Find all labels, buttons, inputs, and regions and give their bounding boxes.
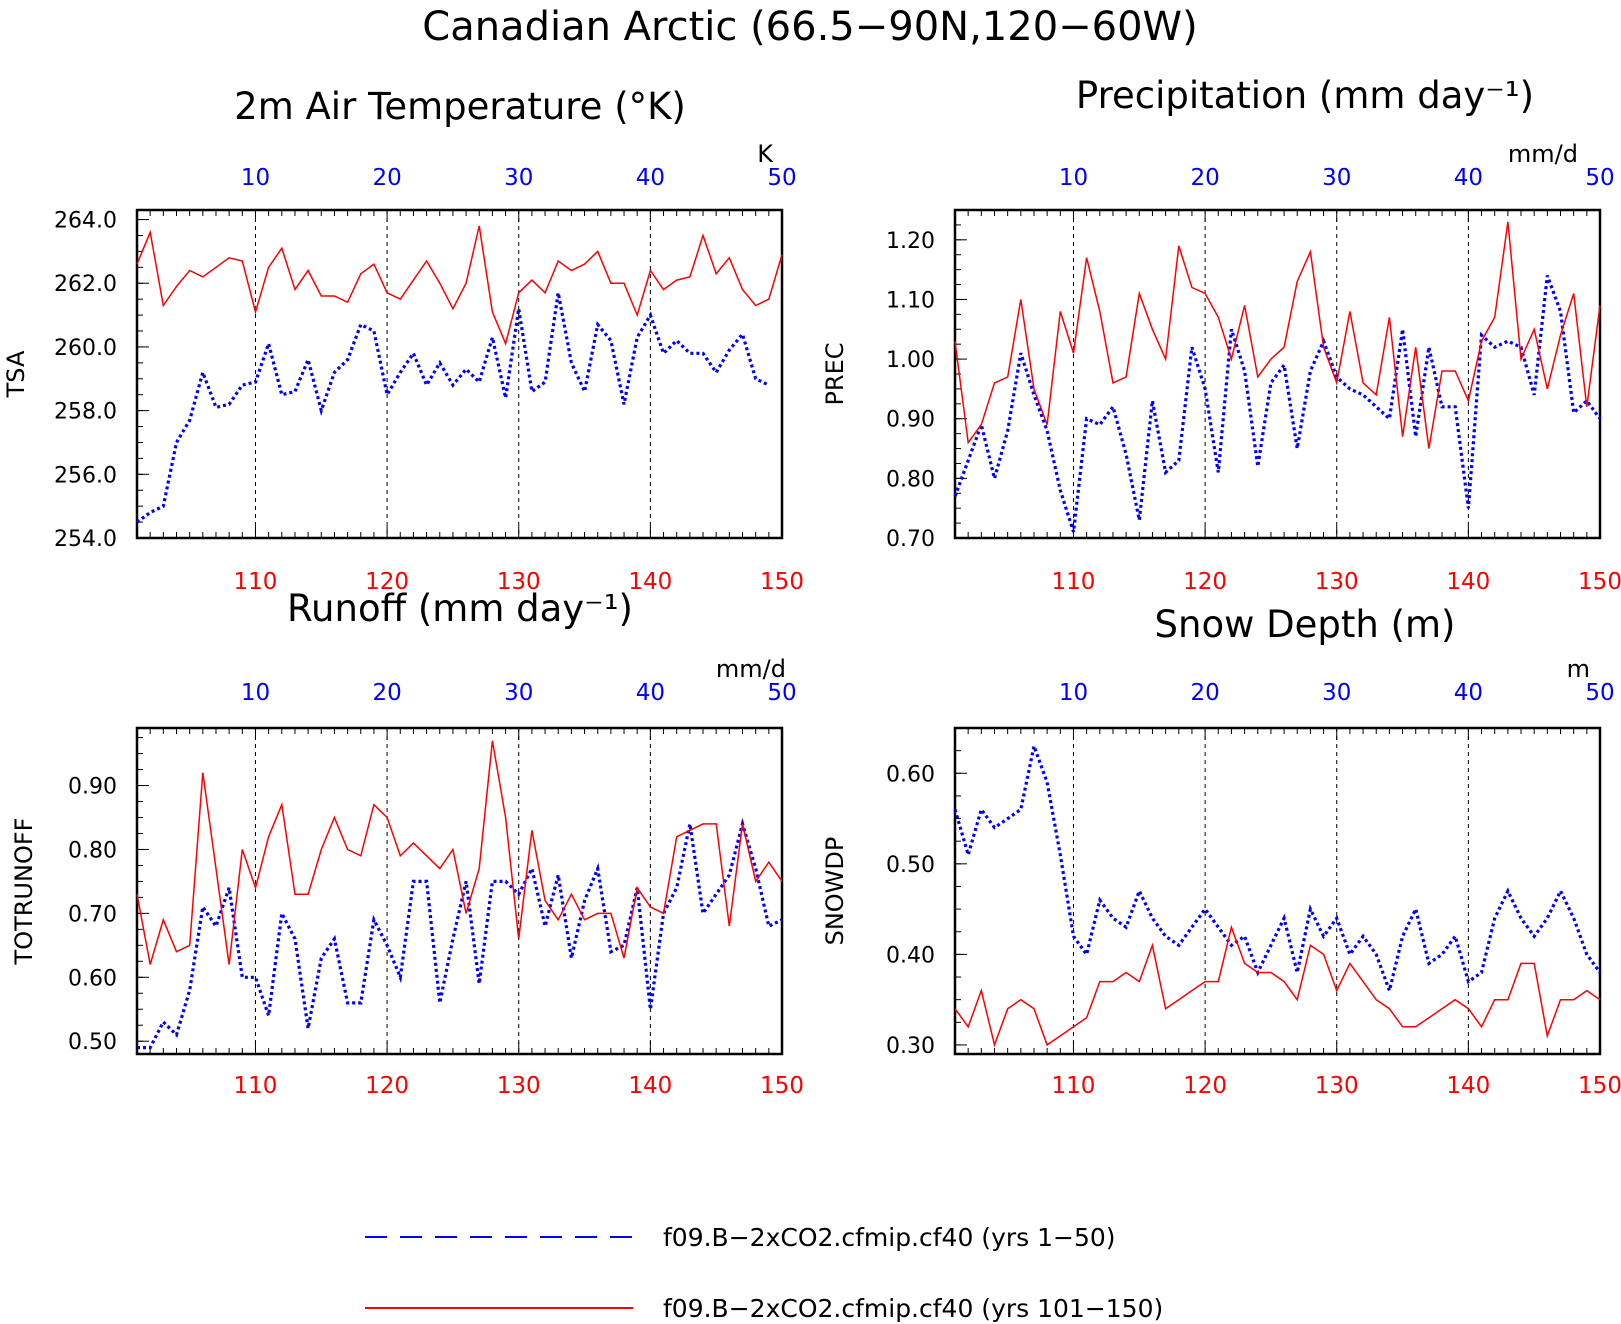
y-tick-label: 0.70 — [886, 527, 935, 552]
y-tick-label: 0.80 — [886, 467, 935, 492]
y-tick-label: 256.0 — [54, 463, 117, 488]
y-tick-label: 264.0 — [54, 209, 117, 234]
series-line-red — [954, 924, 1601, 1048]
panel-tsa: 2m Air Temperature (°K) K TSA 110 120 130 140 1… — [2, 85, 804, 595]
plot-frame — [135, 726, 784, 1056]
y-tick-label: 254.0 — [54, 527, 117, 552]
legend: f09.B−2xCO2.cfmip.cf40 (yrs 1−50) f09.B−… — [365, 1223, 1163, 1323]
x-tick-label-top: 40 — [636, 165, 665, 191]
x-tick-label-top: 30 — [1322, 680, 1351, 706]
plot-frame — [953, 726, 1602, 1056]
panel-totrunoff: Runoff (mm day⁻¹) mm/d TOTRUNOFF 110 120 130 1… — [10, 587, 804, 1099]
x-tick-label-bottom: 140 — [1446, 1073, 1490, 1099]
x-tick-label-bottom: 130 — [497, 1073, 541, 1099]
x-tick-label-top: 20 — [1190, 680, 1219, 706]
y-tick-label: 0.50 — [886, 853, 935, 878]
panel-snowdp: Snow Depth (m) m SNOWDP 110 120 130 140 150 10 20… — [821, 603, 1621, 1099]
x-tick-label-bottom: 150 — [760, 1073, 804, 1099]
series-line-blue — [136, 292, 770, 524]
y-tick-label: 0.50 — [68, 1030, 117, 1055]
legend-label-red: f09.B−2xCO2.cfmip.cf40 (yrs 101−150) — [663, 1294, 1163, 1323]
units-label: mm/d — [716, 655, 786, 683]
y-axis-label: TOTRUNOFF — [10, 818, 38, 966]
x-tick-label-top: 40 — [1454, 680, 1483, 706]
y-tick-label: 0.40 — [886, 943, 935, 968]
y-tick-label: 1.20 — [886, 229, 935, 254]
x-tick-label-bottom: 150 — [1578, 1073, 1621, 1099]
series-line-blue — [137, 817, 783, 1050]
x-tick-label-top: 30 — [504, 680, 533, 706]
panel-title: Snow Depth (m) — [1155, 603, 1456, 646]
x-tick-label-bottom: 110 — [234, 1073, 278, 1099]
figure-title: Canadian Arctic (66.5−90N,120−60W) — [422, 4, 1197, 50]
x-tick-label-top: 30 — [1322, 165, 1351, 191]
legend-label-blue: f09.B−2xCO2.cfmip.cf40 (yrs 1−50) — [663, 1223, 1116, 1252]
y-tick-label: 258.0 — [54, 400, 117, 425]
series-line-blue — [953, 740, 1602, 997]
y-tick-label: 262.0 — [54, 272, 117, 297]
series-line-red — [136, 740, 783, 965]
x-tick-label-top: 50 — [1585, 165, 1614, 191]
x-tick-label-bottom: 120 — [365, 569, 409, 595]
x-tick-label-top: 10 — [241, 680, 270, 706]
y-tick-label: 0.60 — [68, 966, 117, 991]
x-tick-label-bottom: 110 — [234, 569, 278, 595]
x-tick-label-bottom: 140 — [628, 1073, 672, 1099]
y-tick-label: 0.80 — [68, 838, 117, 863]
y-tick-label: 0.90 — [68, 775, 117, 800]
panel-title: 2m Air Temperature (°K) — [234, 85, 686, 128]
x-tick-label-top: 20 — [372, 680, 401, 706]
y-axis-label: TSA — [2, 350, 30, 398]
x-tick-label-bottom: 130 — [1315, 1073, 1359, 1099]
x-tick-label-top: 20 — [372, 165, 401, 191]
x-tick-label-bottom: 140 — [1446, 569, 1490, 595]
x-tick-label-top: 20 — [1190, 165, 1219, 191]
panel-title: Runoff (mm day⁻¹) — [287, 587, 633, 630]
x-tick-label-top: 40 — [1454, 165, 1483, 191]
x-tick-label-bottom: 140 — [628, 569, 672, 595]
units-label: K — [757, 140, 774, 168]
series-line-red — [954, 221, 1601, 449]
plot-frame — [135, 208, 784, 540]
x-tick-label-bottom: 130 — [1315, 569, 1359, 595]
x-tick-label-bottom: 110 — [1052, 569, 1096, 595]
y-tick-label: 1.10 — [886, 288, 935, 313]
units-label: m — [1567, 655, 1590, 683]
panel-prec: Precipitation (mm day⁻¹) mm/d PREC 110 120 13… — [821, 74, 1621, 595]
y-axis-label: SNOWDP — [821, 837, 849, 946]
panels: 2m Air Temperature (°K) K TSA 110 120 130 140 1… — [2, 74, 1621, 1099]
series-line-blue — [953, 275, 1602, 533]
x-tick-label-bottom: 150 — [760, 569, 804, 595]
y-tick-label: 1.00 — [886, 348, 935, 373]
y-tick-label: 0.30 — [886, 1034, 935, 1059]
x-tick-label-top: 10 — [241, 165, 270, 191]
x-tick-label-top: 40 — [636, 680, 665, 706]
x-tick-label-bottom: 110 — [1052, 1073, 1096, 1099]
units-label: mm/d — [1508, 140, 1578, 168]
y-tick-label: 0.70 — [68, 902, 117, 927]
x-tick-label-bottom: 120 — [1183, 1073, 1227, 1099]
x-tick-label-top: 50 — [1585, 680, 1614, 706]
y-tick-label: 0.60 — [886, 762, 935, 787]
y-tick-label: 0.90 — [886, 408, 935, 433]
y-axis-label: PREC — [821, 342, 849, 405]
x-tick-label-bottom: 150 — [1578, 569, 1621, 595]
x-tick-label-top: 30 — [504, 165, 533, 191]
x-tick-label-bottom: 120 — [365, 1073, 409, 1099]
x-tick-label-top: 50 — [767, 165, 796, 191]
x-tick-label-top: 10 — [1059, 680, 1088, 706]
plot-frame — [953, 208, 1602, 540]
panel-title: Precipitation (mm day⁻¹) — [1076, 74, 1534, 117]
x-tick-label-bottom: 120 — [1183, 569, 1227, 595]
x-tick-label-top: 10 — [1059, 165, 1088, 191]
series-line-red — [136, 225, 783, 347]
x-tick-label-bottom: 130 — [497, 569, 541, 595]
y-tick-label: 260.0 — [54, 336, 117, 361]
x-tick-label-top: 50 — [767, 680, 796, 706]
